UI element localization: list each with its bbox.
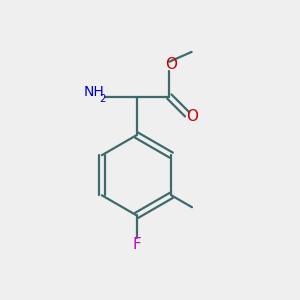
Text: F: F (132, 237, 141, 252)
Text: O: O (165, 57, 177, 72)
Text: NH: NH (84, 85, 105, 99)
Text: 2: 2 (99, 94, 106, 104)
Text: O: O (187, 109, 199, 124)
